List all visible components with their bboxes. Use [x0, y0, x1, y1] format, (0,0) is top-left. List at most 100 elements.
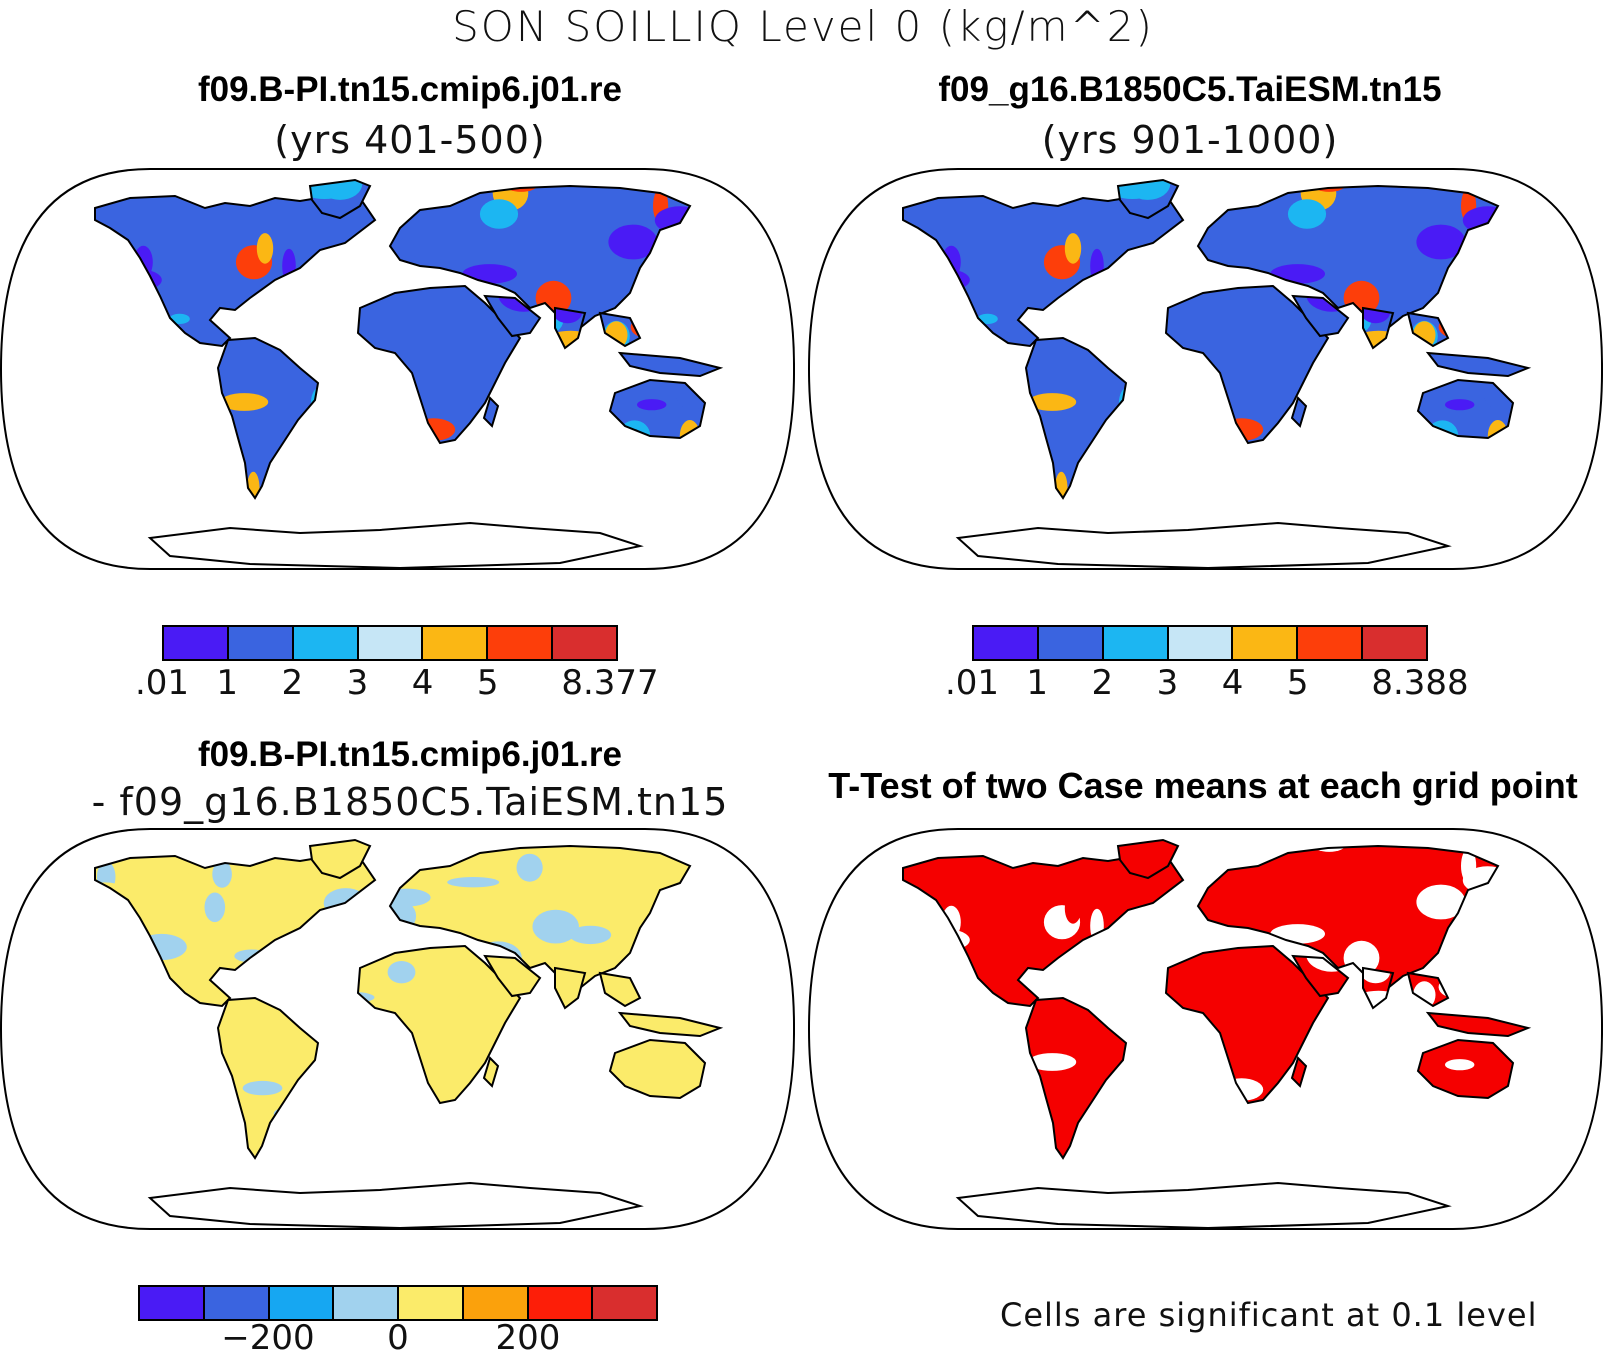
coastline-northAmerica [902, 854, 1185, 1008]
coastline-eurasia [1196, 844, 1500, 990]
land-australia [1418, 1040, 1513, 1098]
colorbar-swatch [358, 627, 424, 659]
coastline-madagascar [482, 396, 500, 428]
coastline-africa [356, 944, 522, 1105]
coastline-indonesia [617, 1011, 724, 1038]
colorbar-swatch [228, 627, 294, 659]
colorbar-swatch [399, 1287, 464, 1319]
colorbar-case2 [972, 625, 1428, 661]
colorbar-swatch [204, 1287, 270, 1319]
coastline-india [554, 966, 587, 1010]
colorbar-tick-label: 1 [1026, 663, 1048, 703]
coastline-africa [1164, 944, 1330, 1105]
coastline-madagascar [1290, 1056, 1308, 1088]
coastline-indonesia [1425, 1011, 1532, 1038]
colorbar-tick-label: 0 [387, 1318, 409, 1358]
coastline-southAmerica [1024, 996, 1128, 1160]
colorbar-swatch [293, 627, 359, 659]
colorbar-tick-label: 8.377 [561, 663, 659, 703]
figure-title: SON SOILLIQ Level 0 (kg/m^2) [452, 2, 1154, 51]
coastline-australia [608, 378, 707, 440]
coastline-southAmerica [1024, 336, 1128, 500]
coastline-africa [356, 284, 522, 445]
colorbar-swatch [269, 1287, 335, 1319]
colorbar-swatch [1233, 627, 1299, 659]
colorbar-swatch [140, 1287, 205, 1319]
coastline-africa [1164, 284, 1330, 445]
panel-case1-subtitle: (yrs 401-500) [274, 118, 546, 162]
coastline-southAmerica [216, 996, 320, 1160]
coastline-greenland [308, 838, 372, 880]
colorbar-swatch [488, 627, 554, 659]
coastline-australia [1416, 1038, 1515, 1100]
panel-case2-subtitle: (yrs 901-1000) [1041, 118, 1339, 162]
map-case1 [0, 168, 795, 570]
panel-diff-subtitle: - f09_g16.B1850C5.TaiESM.tn15 [91, 780, 729, 824]
colorbar-swatch [1038, 627, 1104, 659]
coastline-antarctica [955, 521, 1452, 570]
colorbar-tick-label: −200 [221, 1318, 315, 1358]
ttest-significance-note: Cells are significant at 0.1 level [1000, 1296, 1538, 1334]
panel-ttest-title: T-Test of two Case means at each grid po… [828, 765, 1578, 806]
colorbar-swatch [1103, 627, 1169, 659]
coastline-northAmerica [94, 854, 377, 1008]
coastline-arabia [1291, 294, 1350, 338]
colorbar-tick-label: 3 [346, 663, 369, 703]
colorbar-tick-label: 4 [411, 663, 434, 703]
coastline-india [1362, 306, 1395, 350]
colorbar-tick-label: 8.388 [1371, 663, 1469, 703]
panel-case2-title: f09_g16.B1850C5.TaiESM.tn15 [938, 70, 1442, 109]
colorbar-swatch [423, 627, 489, 659]
colorbar-tick-label: 2 [281, 663, 304, 703]
colorbar-difference [138, 1285, 658, 1321]
colorbar-swatch [553, 627, 617, 659]
coastline-india [554, 306, 587, 350]
colorbar-tick-label: 1 [216, 663, 238, 703]
map-difference [0, 828, 795, 1230]
panel-diff-title: f09.B-PI.tn15.cmip6.j01.re [197, 735, 623, 774]
coastline-madagascar [482, 1056, 500, 1088]
colorbar-swatch [1168, 627, 1234, 659]
panel-case1-title: f09.B-PI.tn15.cmip6.j01.re [197, 70, 623, 109]
coastline-antarctica [147, 1181, 644, 1230]
coastline-seAsia [1406, 311, 1450, 348]
coastline-india [1362, 966, 1395, 1010]
colorbar-tick-label: 4 [1221, 663, 1244, 703]
coastline-antarctica [955, 1181, 1452, 1230]
colorbar-swatch [164, 627, 229, 659]
colorbar-swatch [528, 1287, 594, 1319]
coastline-greenland [1116, 178, 1180, 220]
coastline-arabia [1291, 954, 1350, 998]
coastline-greenland [308, 178, 372, 220]
coastline-northAmerica [94, 194, 377, 348]
coastline-seAsia [598, 971, 642, 1008]
colorbar-swatch [593, 1287, 656, 1319]
coastline-arabia [483, 954, 542, 998]
colorbar-swatch [1298, 627, 1364, 659]
coastline-greenland [1116, 838, 1180, 880]
coastline-australia [608, 1038, 707, 1100]
map-ttest [808, 828, 1603, 1230]
coastline-indonesia [1425, 351, 1532, 378]
colorbar-tick-label: 2 [1091, 663, 1114, 703]
coastline-eurasia [388, 844, 692, 990]
colorbar-case1 [162, 625, 618, 661]
colorbar-tick-label: 200 [495, 1318, 561, 1358]
colorbar-tick-label: 5 [476, 663, 499, 703]
colorbar-tick-label: 3 [1156, 663, 1179, 703]
coastline-northAmerica [902, 194, 1185, 348]
colorbar-swatch [463, 1287, 529, 1319]
colorbar-tick-label: .01 [134, 663, 190, 703]
colorbar-swatch [974, 627, 1039, 659]
coastline-indonesia [617, 351, 724, 378]
coastline-seAsia [598, 311, 642, 348]
coastline-eurasia [1196, 184, 1500, 330]
colorbar-swatch [1363, 627, 1427, 659]
coastline-antarctica [147, 521, 644, 570]
coastline-madagascar [1290, 396, 1308, 428]
coastline-eurasia [388, 184, 692, 330]
coastline-seAsia [1406, 971, 1450, 1008]
map-case2 [808, 168, 1603, 570]
colorbar-tick-label: 5 [1286, 663, 1309, 703]
colorbar-tick-label: .01 [944, 663, 1000, 703]
